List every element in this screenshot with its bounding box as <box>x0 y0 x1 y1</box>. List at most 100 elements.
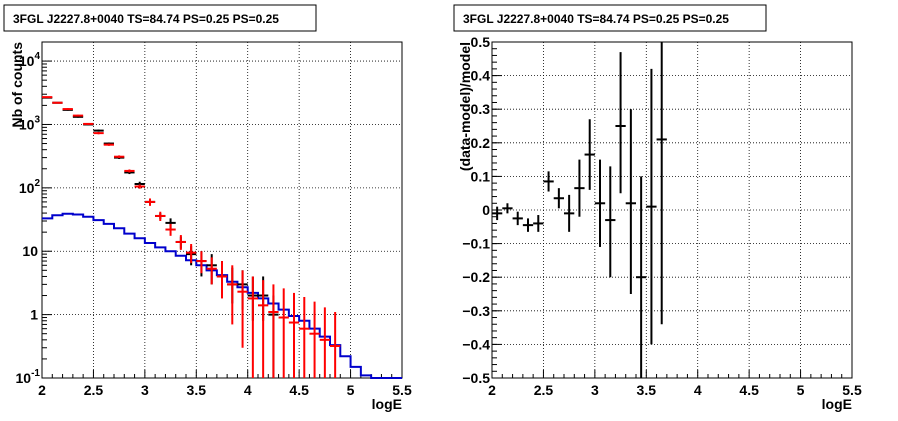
residual-x-tick-label: 3 <box>591 382 599 398</box>
model-step-line <box>42 212 402 379</box>
residual-y-tick-label: 0.5 <box>471 34 491 50</box>
residual-point <box>656 42 667 325</box>
residual-x-tick-label: 5 <box>797 382 805 398</box>
residual-y-tick-label: −0.5 <box>462 370 490 386</box>
model-point <box>288 292 300 378</box>
residual-y-axis-label: (data-model)/model <box>457 42 473 171</box>
counts-title-box <box>3 4 317 32</box>
residual-point <box>553 188 564 209</box>
residual-point <box>533 215 544 232</box>
model-point <box>52 101 63 104</box>
residual-point <box>625 109 636 294</box>
model-point <box>299 296 310 378</box>
counts-x-tick-label: 3 <box>141 382 149 398</box>
data-point <box>93 129 104 132</box>
residual-point <box>605 166 616 278</box>
model-point <box>196 251 207 274</box>
residual-y-tick-label: 0.3 <box>471 101 491 117</box>
counts-title: 3FGL J2227.8+0040 TS=84.74 PS=0.25 PS=0.… <box>13 12 279 26</box>
residual-x-tick-label: 4.5 <box>739 382 759 398</box>
model-point <box>278 288 289 378</box>
model-point <box>165 223 176 236</box>
residual-y-tick-label: 0.1 <box>471 168 491 184</box>
residual-y-tick-label: −0.1 <box>462 236 490 252</box>
counts-y-tick-label: 10-1 <box>16 368 41 386</box>
residual-point <box>522 218 534 232</box>
residual-x-axis-label: logE <box>822 396 852 412</box>
counts-ticks <box>41 41 403 379</box>
residual-title-box <box>453 4 767 32</box>
model-point <box>103 143 114 146</box>
residual-y-tick-label: 0.4 <box>471 68 491 84</box>
model-point <box>237 270 248 348</box>
residual-point <box>512 211 523 226</box>
residual-y-tick-labels: −0.5 −0.4 −0.3 −0.2 −0.1 0 0.1 0.2 0.3 0.4 0.5 <box>462 34 490 386</box>
residual-point <box>594 159 606 247</box>
counts-marks <box>42 96 402 379</box>
residual-y-tick-label: 0 <box>482 202 490 218</box>
counts-y-tick-label: 102 <box>19 178 41 196</box>
residual-y-tick-label: −0.4 <box>462 336 490 352</box>
residual-point <box>574 159 585 217</box>
model-point <box>247 276 258 378</box>
residual-x-tick-label: 5.5 <box>842 382 862 398</box>
residual-ticks <box>491 41 853 379</box>
counts-x-axis-label: logE <box>372 396 402 412</box>
residual-x-tick-labels: 2 2.5 3 3.5 4 4.5 5 5.5 <box>488 382 862 398</box>
model-point <box>258 280 269 378</box>
model-point <box>175 235 186 250</box>
counts-x-tick-label: 4 <box>244 382 252 398</box>
counts-grid <box>42 42 402 378</box>
counts-y-tick-label: 10 <box>22 243 38 259</box>
residual-grid <box>492 42 852 378</box>
model-point <box>268 284 279 378</box>
model-point <box>124 169 135 173</box>
residual-panel: 3FGL J2227.8+0040 TS=84.74 PS=0.25 PS=0.… <box>453 4 862 412</box>
model-point <box>330 311 341 378</box>
residual-x-tick-label: 3.5 <box>637 382 657 398</box>
model-point <box>42 96 53 99</box>
residual-x-tick-label: 2.5 <box>534 382 554 398</box>
model-point <box>93 132 104 135</box>
residual-point <box>636 176 647 378</box>
residual-point <box>584 119 595 190</box>
residual-y-tick-label: −0.3 <box>462 303 490 319</box>
counts-y-axis-label: Nb of counts <box>9 42 25 128</box>
model-point <box>186 244 197 264</box>
counts-panel: 3FGL J2227.8+0040 TS=84.74 PS=0.25 PS=0.… <box>3 4 412 412</box>
model-point <box>72 114 84 117</box>
counts-x-tick-label: 4.5 <box>289 382 309 398</box>
residual-point <box>564 194 575 232</box>
residual-point <box>492 206 503 221</box>
counts-x-tick-label: 2 <box>38 382 46 398</box>
counts-x-tick-label: 2.5 <box>84 382 104 398</box>
residual-point <box>615 52 626 194</box>
residual-x-tick-label: 4 <box>694 382 702 398</box>
model-point <box>134 184 145 189</box>
counts-y-tick-label: 1 <box>30 307 38 323</box>
counts-x-tick-labels: 2 2.5 3 3.5 4 4.5 5 5.5 <box>38 382 412 398</box>
counts-x-tick-label: 5.5 <box>392 382 412 398</box>
counts-x-tick-label: 5 <box>347 382 355 398</box>
model-point <box>83 122 94 125</box>
model-point <box>319 307 330 378</box>
residual-y-tick-label: −0.2 <box>462 269 490 285</box>
counts-x-tick-label: 3.5 <box>187 382 207 398</box>
counts-plot-frame <box>41 41 403 379</box>
model-point <box>144 198 156 206</box>
model-point <box>206 257 217 285</box>
residual-point <box>543 171 554 192</box>
residual-point <box>646 68 657 345</box>
model-point <box>114 155 125 159</box>
model-point <box>155 211 166 221</box>
residual-title: 3FGL J2227.8+0040 TS=84.74 PS=0.25 PS=0.… <box>463 12 729 26</box>
model-point <box>227 265 238 325</box>
residual-marks <box>492 42 667 378</box>
model-point <box>309 301 320 378</box>
model-point <box>216 261 228 299</box>
residual-y-tick-label: 0.2 <box>471 135 491 151</box>
model-point <box>62 108 73 111</box>
residual-x-tick-label: 2 <box>488 382 496 398</box>
